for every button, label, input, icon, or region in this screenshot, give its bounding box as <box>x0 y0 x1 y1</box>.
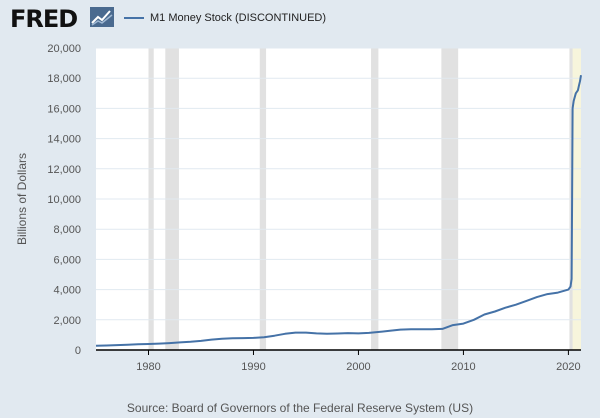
legend-swatch <box>124 17 144 19</box>
y-tick-labels: 0 2,000 4,000 6,000 8,000 10,000 12,000 14,000 1… <box>47 43 81 357</box>
fred-logo[interactable]: FRED <box>10 5 78 33</box>
chart-legend: M1 Money Stock (DISCONTINUED) <box>124 10 326 26</box>
y-tick-label: 20,000 <box>47 43 81 55</box>
x-tick-labels: 1980 1990 2000 2010 2020 <box>136 350 581 373</box>
series-line-0 <box>95 75 582 347</box>
y-tick-label: 12,000 <box>47 164 81 176</box>
x-tick-label: 2010 <box>451 361 475 373</box>
legend-label: M1 Money Stock (DISCONTINUED) <box>150 12 327 24</box>
y-tick-label: 6,000 <box>53 254 81 266</box>
series-layer <box>95 75 582 347</box>
y-tick-label: 10,000 <box>47 194 81 206</box>
y-axis-title: Billions of Dollars <box>15 153 29 245</box>
x-tick-label: 1990 <box>241 361 265 373</box>
x-tick-label: 1980 <box>136 361 160 373</box>
chart-header: FRED M1 Money Stock (DISCONTINUED) <box>0 0 600 36</box>
source-note: Source: Board of Governors of the Federa… <box>126 401 474 415</box>
line-chart-icon <box>90 7 114 27</box>
x-tick-label: 2020 <box>556 361 580 373</box>
y-tick-label: 16,000 <box>47 103 81 115</box>
y-tick-label: 8,000 <box>53 224 81 236</box>
y-tick-label: 2,000 <box>53 315 81 327</box>
grid-layer <box>96 47 581 321</box>
x-tick-label: 2000 <box>346 361 370 373</box>
y-tick-label: 0 <box>75 345 81 357</box>
y-tick-label: 4,000 <box>53 285 81 297</box>
y-tick-label: 14,000 <box>47 134 81 146</box>
y-tick-label: 18,000 <box>47 73 81 85</box>
